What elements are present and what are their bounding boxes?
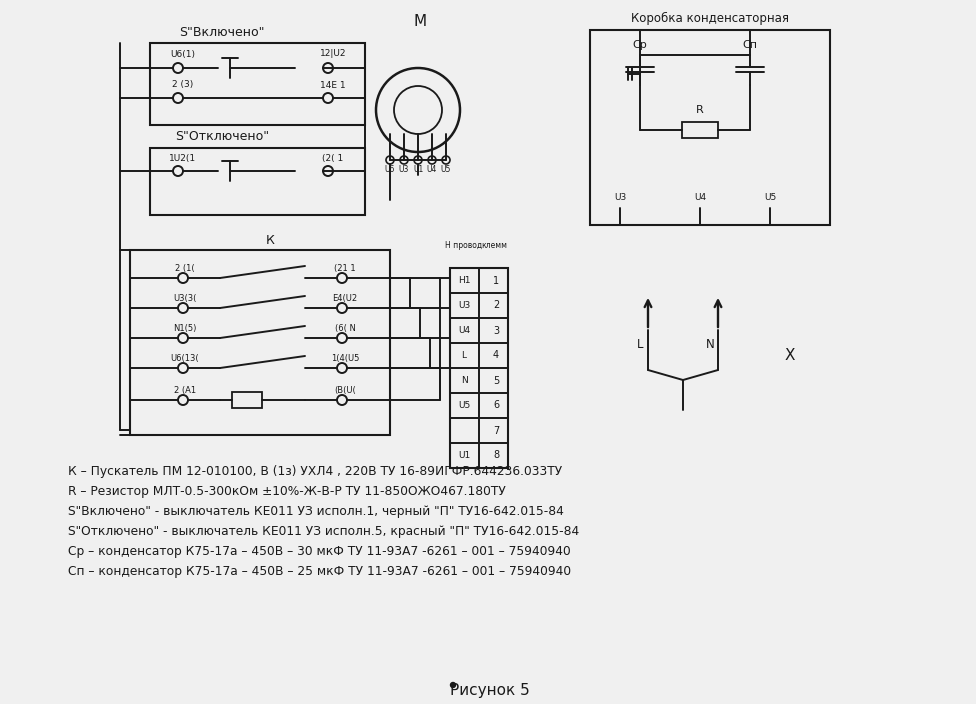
Text: N1(5): N1(5) [174, 324, 197, 332]
Text: N: N [461, 376, 468, 385]
Text: U3(3(: U3(3( [174, 294, 197, 303]
Text: 2: 2 [493, 301, 499, 310]
Text: S"Отключено" - выключатель КЕ011 УЗ исполн.5, красный "П" ТУ16-642.015-84: S"Отключено" - выключатель КЕ011 УЗ испо… [68, 525, 579, 538]
Text: L: L [462, 351, 467, 360]
Text: U4: U4 [694, 194, 706, 203]
Text: S"Отключено": S"Отключено" [175, 130, 269, 144]
Bar [232, 392, 262, 408]
Bar [150, 148, 365, 215]
Text: U3: U3 [458, 301, 470, 310]
Text: R – Резистор МЛТ-0.5-300кОм ±10%-Ж-В-Р ТУ 11-850ОЖО467.180ТУ: R – Резистор МЛТ-0.5-300кОм ±10%-Ж-В-Р Т… [68, 485, 506, 498]
Text: 2 (A1: 2 (A1 [174, 386, 196, 394]
Bar [590, 30, 830, 225]
Text: Н провод: Н провод [445, 241, 482, 251]
Text: 4: 4 [493, 351, 499, 360]
Text: (21 1: (21 1 [334, 263, 356, 272]
Text: (6( N: (6( N [335, 324, 355, 332]
Text: U5: U5 [458, 401, 470, 410]
Text: Ср – конденсатор К75-17а – 450В – 30 мкФ ТУ 11-93А7 -6261 – 001 – 75940940: Ср – конденсатор К75-17а – 450В – 30 мкФ… [68, 545, 571, 558]
Text: Сп: Сп [743, 40, 757, 50]
Text: Х: Х [785, 348, 795, 363]
Circle shape [451, 682, 456, 688]
Text: H1: H1 [458, 276, 470, 285]
Text: S"Включено": S"Включено" [180, 25, 264, 39]
Text: Рисунок 5: Рисунок 5 [450, 682, 530, 698]
Text: К – Пускатель ПМ 12-010100, В (1з) УХЛ4 , 220В ТУ 16-89ИГФР.644236.033ТУ: К – Пускатель ПМ 12-010100, В (1з) УХЛ4 … [68, 465, 562, 478]
Text: U4: U4 [427, 165, 437, 175]
Text: 2 (3): 2 (3) [173, 80, 193, 89]
Text: E4(U2: E4(U2 [333, 294, 357, 303]
Text: U3: U3 [614, 194, 627, 203]
Text: клемм: клемм [481, 241, 507, 251]
Text: U1: U1 [458, 451, 470, 460]
Text: 5: 5 [493, 375, 499, 386]
Text: (B(U(: (B(U( [334, 386, 356, 394]
Bar [682, 122, 718, 138]
Text: К: К [265, 234, 274, 246]
Text: (2( 1: (2( 1 [322, 153, 344, 163]
Text: 1(4(U5: 1(4(U5 [331, 353, 359, 363]
Text: U5: U5 [441, 165, 451, 175]
Bar [450, 268, 508, 468]
Text: 1U2(1: 1U2(1 [170, 153, 196, 163]
Text: U6: U6 [385, 165, 395, 175]
Text: L: L [636, 339, 643, 351]
Text: 12|U2: 12|U2 [320, 49, 346, 58]
Text: U4: U4 [458, 326, 470, 335]
Text: 1: 1 [493, 275, 499, 286]
Text: 6: 6 [493, 401, 499, 410]
Text: Сп – конденсатор К75-17а – 450В – 25 мкФ ТУ 11-93А7 -6261 – 001 – 75940940: Сп – конденсатор К75-17а – 450В – 25 мкФ… [68, 565, 571, 578]
Text: U6(13(: U6(13( [171, 353, 199, 363]
Text: 3: 3 [493, 325, 499, 336]
Text: Коробка конденсаторная: Коробка конденсаторная [631, 11, 789, 25]
Text: U1: U1 [413, 165, 424, 175]
Bar [130, 250, 390, 435]
Text: U3: U3 [399, 165, 409, 175]
Bar [150, 43, 365, 125]
Text: U6(1): U6(1) [171, 49, 195, 58]
Text: S"Включено" - выключатель КЕ011 УЗ исполн.1, черный "П" ТУ16-642.015-84: S"Включено" - выключатель КЕ011 УЗ испол… [68, 505, 564, 518]
Text: М: М [414, 15, 427, 30]
Text: N: N [706, 339, 714, 351]
Text: Ср: Ср [632, 40, 647, 50]
Text: U5: U5 [764, 194, 776, 203]
Text: 2 (1(: 2 (1( [175, 263, 195, 272]
Text: 14E 1: 14E 1 [320, 80, 346, 89]
Text: 7: 7 [493, 425, 499, 436]
Text: R: R [696, 105, 704, 115]
Text: 8: 8 [493, 451, 499, 460]
